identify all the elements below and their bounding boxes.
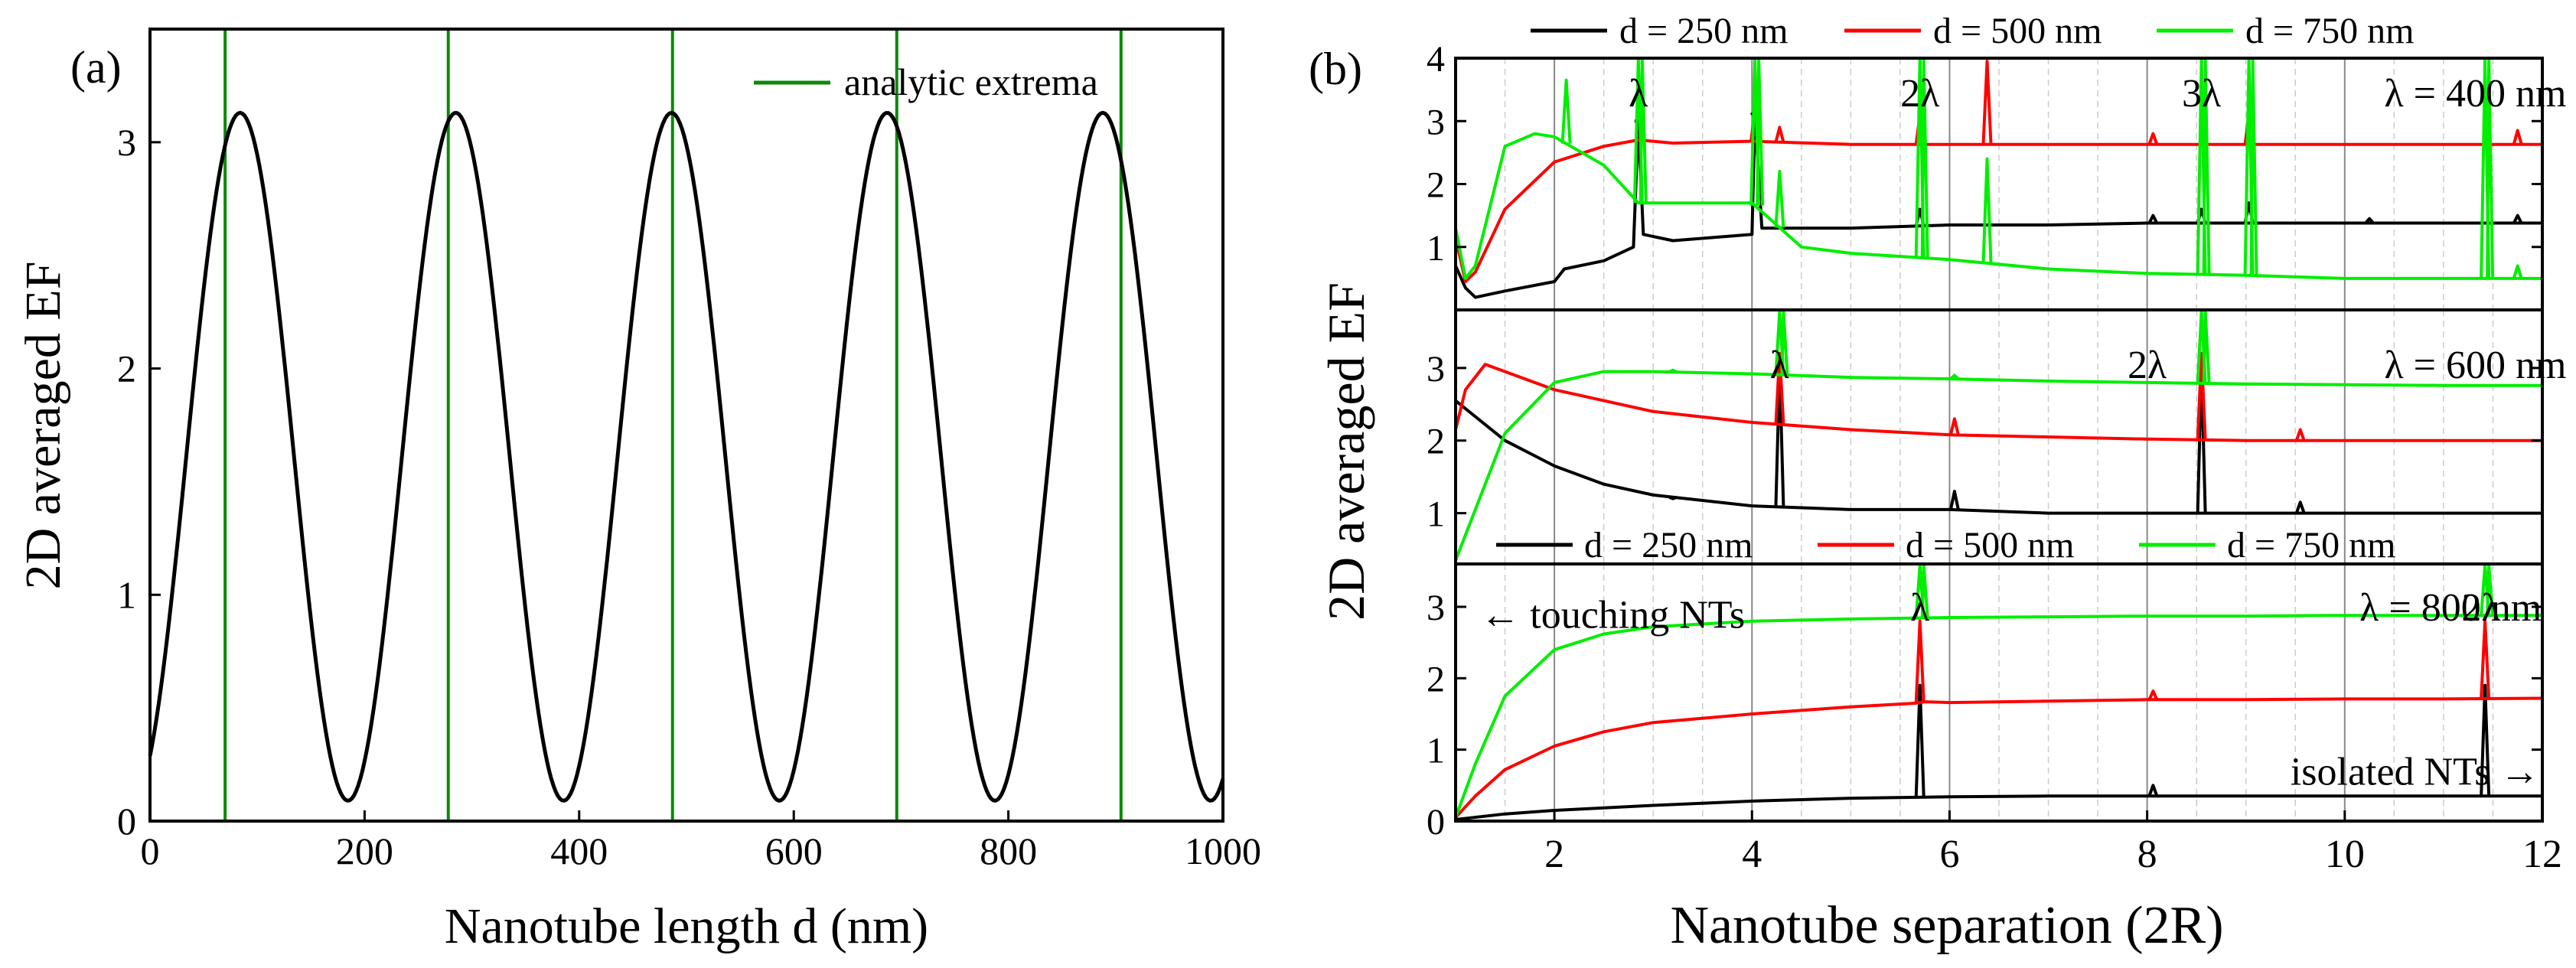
- resonance-spike: [2512, 264, 2523, 279]
- series-line-d-250-nm: [1454, 399, 2542, 515]
- resonance-spike: [2147, 784, 2159, 797]
- resonance-spike: [1981, 60, 1993, 145]
- resonance-spike: [2512, 129, 2523, 145]
- resonance-spike: [1949, 373, 1960, 380]
- panel-a-ylabel: 2D averaged EF: [15, 262, 71, 590]
- y-tick-label: 2: [117, 347, 136, 390]
- y-tick-label: 1: [1427, 494, 1445, 535]
- x-tick-label: 0: [141, 829, 160, 872]
- y-tick-label: 2: [1427, 659, 1445, 699]
- series-line-d-750-nm: [1454, 370, 2542, 562]
- x-tick-label: 200: [336, 829, 393, 872]
- panel-a-label: (a): [70, 42, 122, 93]
- annotation-label: 2λ: [2461, 586, 2500, 630]
- resonance-spike: [1560, 78, 1572, 144]
- resonance-spike: [2512, 213, 2523, 224]
- resonance-spike: [2147, 213, 2159, 224]
- b3-legend-label-250: d = 250 nm: [1584, 525, 1753, 565]
- resonance-spike: [1914, 619, 1925, 703]
- panel-a-plot-area: [148, 29, 1225, 821]
- subpanel-b1: 1 2 3 4 λ 2λ 3λ λ = 400 nm: [1427, 39, 2566, 311]
- b3-legend-label-500: d = 500 nm: [1906, 525, 2074, 565]
- subpanel-frame: [1454, 562, 2544, 823]
- series-line-d-500-nm: [1454, 696, 2543, 819]
- annotation-label: λ: [1629, 72, 1648, 116]
- annotation-label: isolated NTs →: [2291, 751, 2540, 794]
- x-tick-label: 400: [550, 829, 608, 872]
- y-tick-label: 3: [1427, 102, 1445, 142]
- resonance-spike: [2147, 689, 2159, 701]
- series-line-d-750-nm: [1454, 614, 2542, 818]
- x-tick-label: 2: [1544, 833, 1564, 876]
- y-tick-label: 2: [1427, 165, 1445, 206]
- resonance-spike: [1914, 683, 1925, 797]
- resonance-spike: [2249, 59, 2258, 275]
- x-tick-label: 12: [2522, 833, 2562, 876]
- panel-a-xlabel: Nanotube length d (nm): [445, 898, 928, 954]
- x-tick-label: 800: [980, 829, 1037, 872]
- ef-curve-line: [148, 110, 1225, 803]
- panel-b-label: (b): [1309, 44, 1362, 94]
- resonance-spike: [1774, 125, 1785, 143]
- annotation-label: 2λ: [2128, 344, 2167, 387]
- resonance-spike: [1668, 495, 1678, 500]
- y-tick-label: 3: [1427, 588, 1445, 628]
- x-tick-label: 6: [1939, 833, 1959, 876]
- x-tick-label: 600: [765, 829, 823, 872]
- annotation-label: λ: [1770, 344, 1789, 387]
- resonance-spike: [2147, 132, 2159, 145]
- series-line-d-500-nm: [1454, 363, 2542, 442]
- annotation-label: ← touching NTs: [1480, 593, 1745, 637]
- panel-a: 0 200 400 600 800 1000 0 1 2 3 (a) Nanotube lengt…: [15, 28, 1261, 954]
- top-legend-label-500: d = 500 nm: [1933, 11, 2102, 51]
- panel-a-legend: analytic extrema: [754, 60, 1098, 103]
- y-tick-label: 4: [1427, 39, 1445, 80]
- y-tick-label: 3: [117, 121, 136, 164]
- annotation-label: λ = 800 nm: [2359, 586, 2542, 630]
- y-tick-label: 0: [1427, 802, 1445, 843]
- resonance-spike: [1948, 417, 1960, 435]
- x-tick-label: 10: [2325, 833, 2365, 876]
- resonance-spike: [1668, 368, 1678, 373]
- panel-b: (b) 2D averaged EF Nanotube separation (…: [1309, 11, 2566, 955]
- panel-b-ylabel: 2D averaged EF: [1317, 282, 1375, 621]
- resonance-spike: [2196, 351, 2207, 440]
- y-tick-label: 2: [1427, 422, 1445, 462]
- panel-b-top-legend: d = 250 nm d = 500 nm d = 750 nm: [1531, 11, 2414, 51]
- resonance-spike: [1981, 157, 1993, 263]
- x-tick-label: 8: [2137, 833, 2157, 876]
- panel-a-frame: [148, 28, 1224, 823]
- b3-legend-label-750: d = 750 nm: [2227, 525, 2395, 565]
- resonance-spike: [1948, 490, 1960, 510]
- annotation-label: λ = 600 nm: [2384, 344, 2566, 387]
- y-tick-label: 1: [117, 573, 136, 616]
- top-legend-label-250: d = 250 nm: [1619, 11, 1788, 51]
- x-tick-label: 1000: [1185, 829, 1261, 872]
- resonance-spike: [2202, 311, 2211, 384]
- series-line-d-250-nm: [1454, 113, 2542, 299]
- y-tick-label: 1: [1427, 731, 1445, 771]
- subpanel-b3-legend: d = 250 nm d = 500 nm d = 750 nm: [1496, 525, 2395, 565]
- resonance-spike: [2294, 500, 2306, 514]
- top-legend-label-750: d = 750 nm: [2245, 11, 2414, 51]
- panel-b-xlabel: Nanotube separation (2R): [1670, 896, 2223, 955]
- x-tick-label: 4: [1742, 833, 1762, 876]
- annotation-label: λ = 400 nm: [2384, 72, 2566, 116]
- resonance-spike: [2480, 619, 2491, 699]
- resonance-spike: [1774, 170, 1785, 228]
- resonance-spike: [2364, 217, 2375, 224]
- y-tick-label: 1: [1427, 228, 1445, 269]
- y-tick-label: 3: [1427, 349, 1445, 389]
- annotation-label: 2λ: [1900, 72, 1939, 116]
- resonance-spike: [1774, 351, 1785, 425]
- panel-a-legend-label: analytic extrema: [844, 60, 1098, 103]
- annotation-label: 3λ: [2182, 72, 2221, 116]
- resonance-spike: [2480, 683, 2491, 797]
- y-tick-label: 0: [117, 800, 136, 843]
- annotation-label: λ: [1910, 586, 1929, 630]
- panel-a-ticks: 0 200 400 600 800 1000 0 1 2 3: [117, 121, 1261, 872]
- resonance-spike: [2294, 428, 2306, 442]
